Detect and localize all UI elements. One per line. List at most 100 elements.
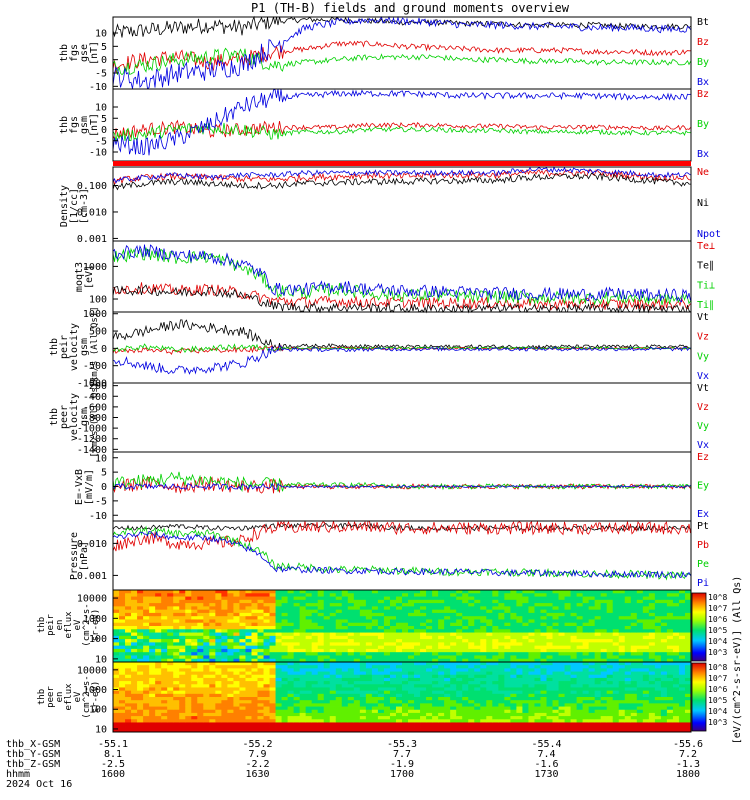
panel-9-heat-cell xyxy=(552,658,559,663)
panel-10-heat-cell xyxy=(492,709,499,714)
panel-10-heat-cell xyxy=(305,671,313,676)
panel-10-heat-cell xyxy=(371,687,379,692)
panel-9-heat-cell xyxy=(588,639,596,643)
panel-9-heat-cell xyxy=(257,652,264,656)
panel-10-heat-cell xyxy=(450,662,457,666)
panel-9-heat-cell xyxy=(143,652,150,656)
panel-9-heat-cell xyxy=(678,645,686,650)
panel-10-heat-cell xyxy=(660,700,668,704)
panel-10-heat-cell xyxy=(678,725,686,730)
panel-9-heat-cell xyxy=(402,629,409,633)
panel-9-heat-cell xyxy=(299,593,307,597)
panel-9-heat-cell xyxy=(245,593,252,597)
panel-10-ylabel-4: eV xyxy=(73,691,83,702)
panel-9-heat-cell xyxy=(642,648,650,653)
panel-10-heat-cell xyxy=(678,703,686,707)
panel-9-heat-cell xyxy=(438,606,445,611)
panel-9-heat-cell xyxy=(558,596,565,601)
panel-10-heat-cell xyxy=(215,706,222,711)
panel-10-heat-cell xyxy=(347,703,355,707)
panel-10-heat-cell xyxy=(684,681,692,685)
panel-9-heat-cell xyxy=(660,603,668,607)
panel-10-heat-cell xyxy=(480,674,487,679)
panel-9-heat-cell xyxy=(161,645,168,650)
panel-9-heat-cell xyxy=(510,596,517,601)
panel-9-heat-cell xyxy=(636,658,644,663)
panel-9-heat-cell xyxy=(546,642,553,647)
panel-9-heat-cell xyxy=(149,629,156,633)
panel-10-heat-cell xyxy=(498,719,505,723)
panel-10-heat-cell xyxy=(504,665,511,669)
panel-9-heat-cell xyxy=(444,619,451,624)
panel-10-heat-cell xyxy=(245,725,252,730)
panel-10-heat-cell xyxy=(624,706,632,711)
panel-9-heat-cell xyxy=(347,590,355,594)
panel-10-heat-cell xyxy=(498,665,505,669)
panel-10-heat-cell xyxy=(245,716,252,720)
panel-9-heat-cell xyxy=(353,658,361,663)
panel-10-heat-cell xyxy=(486,697,493,701)
panel-10-heat-cell xyxy=(636,687,644,692)
panel-10-heat-cell xyxy=(426,728,433,733)
panel-10-heat-cell xyxy=(365,662,373,666)
panel-9-heat-cell xyxy=(281,593,288,597)
panel-10-heat-cell xyxy=(155,693,162,698)
panel-10-heat-cell xyxy=(588,716,596,720)
panel-10-heat-cell xyxy=(269,690,276,695)
panel-9-heat-cell xyxy=(167,629,174,633)
panel-9-heat-cell xyxy=(173,593,180,597)
panel-9-heat-cell xyxy=(588,632,596,637)
panel-9-heat-cell xyxy=(630,596,638,601)
panel-10-heat-cell xyxy=(630,709,638,714)
panel-10-heat-cell xyxy=(365,668,373,672)
panel-10-heat-cell xyxy=(408,668,415,672)
panel-10-heat-cell xyxy=(221,677,228,682)
panel-10-heat-cell xyxy=(353,709,361,714)
panel-9-heat-cell xyxy=(269,622,276,627)
panel-10-heat-cell xyxy=(486,690,493,695)
panel-10-heat-cell xyxy=(161,677,168,682)
panel-9-heat-cell xyxy=(377,635,385,640)
panel-9-heat-cell xyxy=(450,590,457,594)
panel-9-heat-cell xyxy=(558,612,565,617)
panel-9-heat-cell xyxy=(299,652,307,656)
panel-9-heat-cell xyxy=(293,612,301,617)
panel-10-heat-cell xyxy=(389,687,397,692)
panel-9-heat-cell xyxy=(299,635,307,640)
panel-10-heat-cell xyxy=(642,681,650,685)
panel-9-heat-cell xyxy=(383,603,391,607)
panel-10-heat-cell xyxy=(311,709,319,714)
panel-9-heat-cell xyxy=(474,603,481,607)
panel-9-heat-cell xyxy=(402,596,409,601)
panel-9-heat-cell xyxy=(462,603,469,607)
panel-10-heat-cell xyxy=(119,716,126,720)
panel-9-heat-cell xyxy=(558,626,565,630)
panel-10-heat-cell xyxy=(125,687,132,692)
panel-9-heat-cell xyxy=(558,603,565,607)
panel-10-heat-cell xyxy=(408,671,415,676)
panel-10-heat-cell xyxy=(456,677,463,682)
panel-10-heat-cell xyxy=(395,687,403,692)
panel-9-heat-cell xyxy=(510,635,517,640)
panel-9-heat-cell xyxy=(552,593,559,597)
panel-10-heat-cell xyxy=(281,712,288,717)
panel-9-heat-cell xyxy=(450,622,457,627)
panel-9-heat-cell xyxy=(365,606,373,611)
panel-9-heat-cell xyxy=(450,645,457,650)
panel-9-heat-cell xyxy=(359,593,367,597)
panel-10-heat-cell xyxy=(323,725,331,730)
panel-9-heat-cell xyxy=(426,639,433,643)
panel-10-heat-cell xyxy=(666,719,674,723)
panel-10-heat-cell xyxy=(570,697,577,701)
panel-9-heat-cell xyxy=(119,629,126,633)
panel-10-heat-cell xyxy=(636,684,644,688)
panel-10-heat-cell xyxy=(474,674,481,679)
panel-9-heat-cell xyxy=(347,652,355,656)
panel-9-heat-cell xyxy=(155,590,162,594)
panel-9-heat-cell xyxy=(552,632,559,637)
panel-9-heat-cell xyxy=(371,655,379,660)
panel-9-heat-cell xyxy=(516,590,523,594)
panel-10-heat-cell xyxy=(131,700,138,704)
panel-9-heat-cell xyxy=(624,632,632,637)
